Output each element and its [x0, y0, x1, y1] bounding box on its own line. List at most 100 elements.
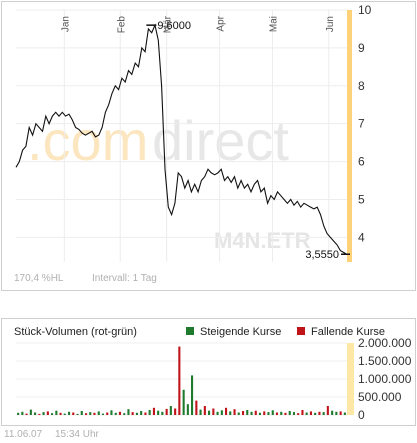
month-label: Apr: [216, 15, 227, 31]
price-tick-label: 9: [358, 41, 365, 55]
volume-bar: [29, 409, 32, 415]
volume-bar: [38, 413, 41, 415]
volume-bar: [161, 411, 164, 415]
volume-bar: [118, 411, 121, 415]
watermark-direct: direct: [152, 109, 289, 172]
volume-bar: [46, 411, 49, 415]
volume-bar: [85, 413, 88, 415]
volume-chart: Stück-Volumen (rot-grün) Steigende Kurse…: [14, 326, 412, 422]
volume-bar: [72, 412, 75, 415]
volume-bar: [178, 346, 181, 415]
volume-bar: [68, 411, 71, 415]
volume-bar: [258, 412, 261, 415]
volume-bar: [301, 410, 304, 415]
month-label: Mär: [163, 15, 174, 33]
volume-tick-label: 1.500.000: [358, 354, 412, 368]
month-label: Jun: [325, 16, 336, 32]
volume-bar: [242, 411, 245, 415]
volume-bar: [203, 406, 206, 415]
volume-bar: [169, 406, 172, 415]
volume-bar: [309, 411, 312, 415]
percent-hl-label: 170,4 %HL: [14, 273, 64, 284]
volume-bar: [21, 411, 24, 415]
legend-falling-swatch: [297, 327, 305, 335]
volume-bars: [17, 346, 346, 415]
volume-bar: [271, 410, 274, 415]
volume-bar: [331, 410, 334, 415]
timestamp-footer: 11.06.07 15:34 Uhr: [4, 429, 109, 440]
price-grid: [16, 9, 347, 262]
volume-bar: [318, 411, 321, 415]
volume-bar: [297, 413, 300, 415]
volume-tick-label: 1.000.000: [358, 372, 412, 386]
volume-bar: [216, 411, 219, 415]
volume-bar: [51, 413, 54, 415]
volume-bar: [80, 411, 83, 415]
volume-bar: [212, 408, 215, 415]
watermark-ticker: M4N.ETR: [214, 228, 311, 253]
volume-bar: [288, 411, 291, 415]
volume-bar: [186, 404, 189, 415]
volume-bar: [131, 412, 134, 415]
month-label: Mai: [269, 16, 280, 32]
volume-bar: [97, 411, 100, 415]
volume-bar: [148, 410, 151, 415]
footer-time: 15:34 Uhr: [54, 429, 99, 440]
comdirect-watermark: .com direct M4N.ETR: [27, 109, 311, 253]
price-chart-panel: .com direct M4N.ETR Jan Feb Mär Apr Mai Jun 1…: [1, 1, 416, 291]
legend-rising-label: Steigende Kurse: [200, 326, 281, 338]
volume-bar: [233, 409, 236, 415]
volume-bar: [55, 410, 58, 415]
volume-title: Stück-Volumen (rot-grün): [14, 326, 137, 338]
volume-bar: [314, 412, 317, 415]
volume-bar: [157, 410, 160, 415]
volume-bar: [305, 412, 308, 415]
price-tick-label: 7: [358, 117, 365, 131]
volume-bar: [237, 412, 240, 415]
volume-bar: [254, 410, 257, 415]
volume-bar: [195, 400, 198, 415]
high-label: 9,6000: [157, 20, 191, 32]
volume-tick-label: 500.000: [358, 390, 402, 404]
volume-bar: [191, 375, 194, 415]
volume-bar: [339, 411, 342, 415]
volume-bar: [114, 412, 117, 415]
volume-bar: [76, 413, 79, 415]
volume-bar: [135, 412, 138, 415]
volume-bar: [229, 411, 232, 415]
interval-label: Intervall: 1 Tag: [92, 273, 157, 284]
price-tick-label: 10: [358, 3, 372, 17]
last-label: 3,5550: [305, 249, 339, 261]
price-y-axis-labels: 10 9 8 7 6 5 4: [358, 3, 372, 244]
volume-chart-panel: Stück-Volumen (rot-grün) Steigende Kurse…: [1, 318, 416, 426]
volume-bar: [326, 406, 329, 415]
volume-bar: [152, 407, 155, 415]
volume-bar: [140, 411, 143, 415]
month-label: Feb: [116, 16, 127, 34]
price-tick-label: 6: [358, 155, 365, 169]
volume-bar: [93, 412, 96, 415]
volume-bar: [63, 413, 66, 415]
legend-falling-label: Fallende Kurse: [311, 326, 385, 338]
volume-bar: [89, 412, 92, 415]
volume-bar: [101, 413, 104, 415]
volume-bar: [17, 412, 20, 415]
volume-bar: [263, 411, 266, 415]
volume-bar: [25, 413, 28, 415]
volume-tick-label: 0: [358, 408, 365, 422]
volume-y-axis-labels: 2.000.000 1.500.000 1.000.000 500.000 0: [358, 336, 412, 422]
volume-bar: [199, 409, 202, 415]
price-tick-label: 4: [358, 230, 365, 244]
volume-bar: [220, 410, 223, 415]
volume-bar: [123, 413, 126, 415]
volume-bar: [335, 411, 338, 415]
volume-bar: [250, 411, 253, 415]
volume-bar: [275, 412, 278, 415]
month-label: Jan: [60, 16, 71, 32]
volume-bar: [174, 408, 177, 415]
volume-axis-stripe: [347, 343, 354, 415]
volume-bar: [280, 411, 283, 415]
volume-tick-label: 2.000.000: [358, 336, 412, 350]
volume-bar: [34, 412, 37, 415]
volume-bar: [42, 412, 45, 415]
